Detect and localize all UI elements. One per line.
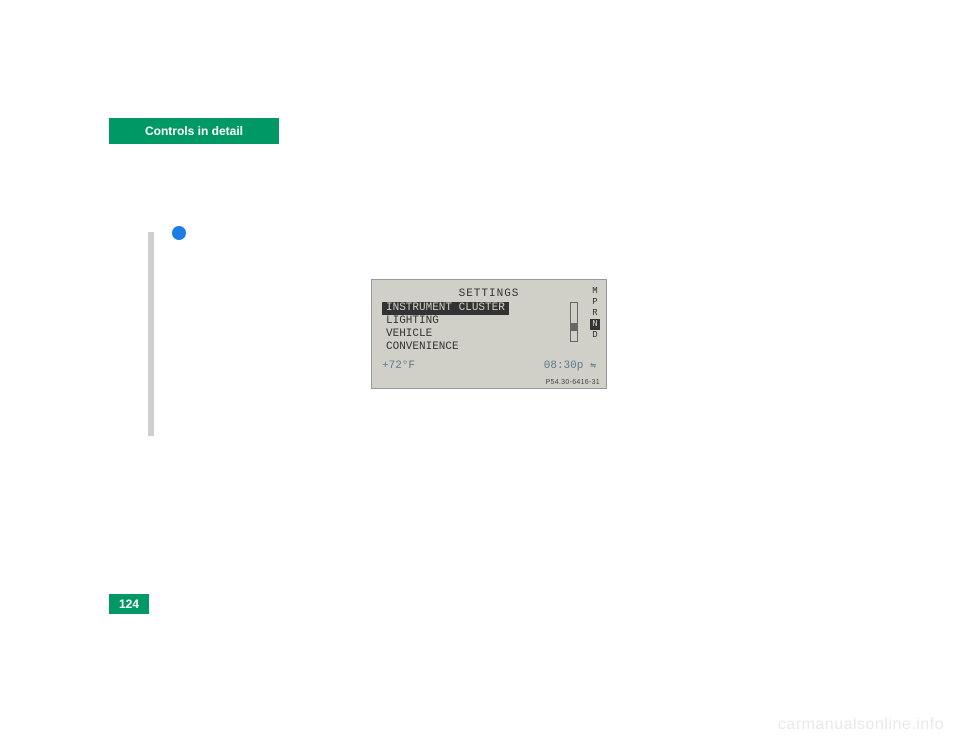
section-header-label: Controls in detail bbox=[145, 124, 243, 138]
manual-page: Controls in detail SETTINGS INSTRUMENT C… bbox=[0, 0, 960, 742]
gear-m: M bbox=[590, 286, 600, 297]
gear-p: P bbox=[590, 297, 600, 308]
gear-indicator: M P R N D bbox=[590, 286, 600, 341]
page-number-box: 124 bbox=[109, 594, 149, 614]
gear-d: D bbox=[590, 330, 600, 341]
section-header-tab: Controls in detail bbox=[109, 118, 279, 144]
menu-item-vehicle: VEHICLE bbox=[382, 328, 436, 341]
scroll-indicator bbox=[570, 302, 578, 342]
display-menu-list: INSTRUMENT CLUSTER LIGHTING VEHICLE CONV… bbox=[382, 302, 596, 354]
page-number: 124 bbox=[119, 597, 139, 611]
instrument-display: SETTINGS INSTRUMENT CLUSTER LIGHTING VEH… bbox=[371, 279, 607, 389]
menu-item-convenience: CONVENIENCE bbox=[382, 341, 463, 354]
sidebar-bar bbox=[148, 232, 154, 436]
gear-r: R bbox=[590, 308, 600, 319]
display-title: SETTINGS bbox=[382, 288, 596, 300]
display-footer: +72°F 08:30p ⇋ bbox=[382, 360, 596, 372]
menu-item-instrument-cluster: INSTRUMENT CLUSTER bbox=[382, 302, 509, 315]
watermark-text: carmanualsonline.info bbox=[778, 716, 944, 734]
signal-icon: ⇋ bbox=[590, 361, 596, 372]
menu-item-lighting: LIGHTING bbox=[382, 315, 443, 328]
clock-readout: 08:30p bbox=[544, 360, 584, 372]
temperature-readout: +72°F bbox=[382, 360, 415, 372]
scroll-thumb bbox=[571, 323, 577, 331]
bullet-circle-icon bbox=[172, 226, 186, 240]
gear-n: N bbox=[590, 319, 600, 330]
display-reference-code: P54.30-6416-31 bbox=[546, 379, 600, 386]
